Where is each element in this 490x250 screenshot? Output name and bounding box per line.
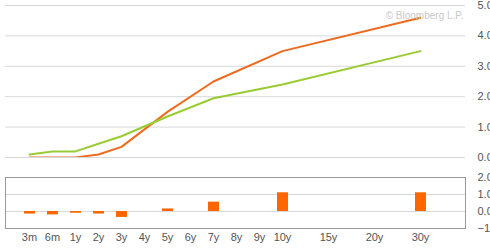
svg-text:20y: 20y xyxy=(366,231,384,243)
svg-text:30y: 30y xyxy=(412,231,430,243)
svg-text:2y: 2y xyxy=(93,231,105,243)
svg-text:1.0: 1.0 xyxy=(478,121,490,133)
svg-text:© Bloomberg L.P.: © Bloomberg L.P. xyxy=(386,10,464,21)
svg-text:0.0: 0.0 xyxy=(478,151,490,163)
svg-text:8y: 8y xyxy=(231,231,243,243)
svg-text:−1.0: −1.0 xyxy=(478,222,490,234)
svg-text:10y: 10y xyxy=(274,231,292,243)
svg-text:3m: 3m xyxy=(22,231,37,243)
svg-text:4.0: 4.0 xyxy=(478,29,490,41)
svg-text:7y: 7y xyxy=(208,231,220,243)
svg-text:6m: 6m xyxy=(45,231,60,243)
svg-text:0.0: 0.0 xyxy=(478,205,490,217)
svg-text:2.0: 2.0 xyxy=(478,171,490,183)
svg-text:6y: 6y xyxy=(185,231,197,243)
svg-text:15y: 15y xyxy=(320,231,338,243)
svg-text:5y: 5y xyxy=(162,231,174,243)
svg-text:4y: 4y xyxy=(139,231,151,243)
svg-text:1.0: 1.0 xyxy=(478,188,490,200)
svg-text:1y: 1y xyxy=(70,231,82,243)
svg-text:5.0: 5.0 xyxy=(478,0,490,11)
svg-text:3y: 3y xyxy=(116,231,128,243)
svg-text:3.0: 3.0 xyxy=(478,60,490,72)
svg-text:9y: 9y xyxy=(254,231,266,243)
svg-text:2.0: 2.0 xyxy=(478,90,490,102)
